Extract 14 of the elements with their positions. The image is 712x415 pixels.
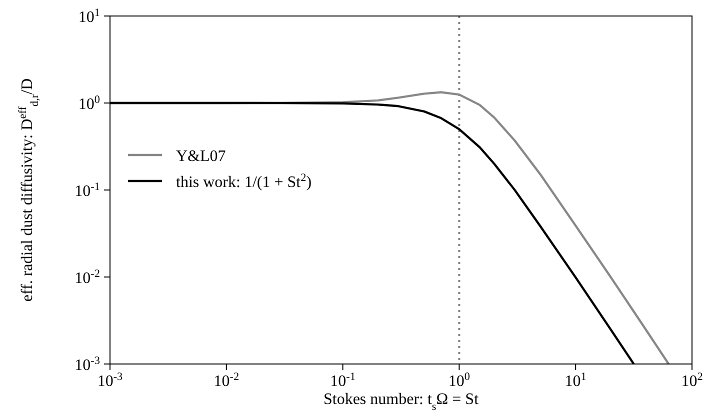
x-tick-label: 10$^{-1}$	[330, 371, 356, 390]
y-tick-label: 10$^{-3}$	[74, 355, 100, 374]
legend-label: this work: 1/(1 + St$^{2}$)	[176, 172, 312, 191]
y-tick-label: 10$^{0}$	[78, 94, 100, 113]
y-tick-label: 10$^{-2}$	[74, 268, 100, 287]
y-tick-label: 10$^{-1}$	[74, 181, 100, 200]
x-tick-label: 10$^{2}$	[681, 371, 703, 390]
x-tick-label: 10$^{-2}$	[214, 371, 240, 390]
x-axis-title: Stokes number: t$_{s}$Ω = St	[323, 391, 480, 413]
y-tick-label: 10$^{1}$	[78, 7, 100, 26]
legend-label: Y&L07	[176, 148, 226, 165]
x-tick-label: 10$^{0}$	[448, 371, 470, 390]
x-tick-label: 10$^{-3}$	[97, 371, 124, 390]
x-tick-label: 10$^{1}$	[564, 371, 586, 390]
